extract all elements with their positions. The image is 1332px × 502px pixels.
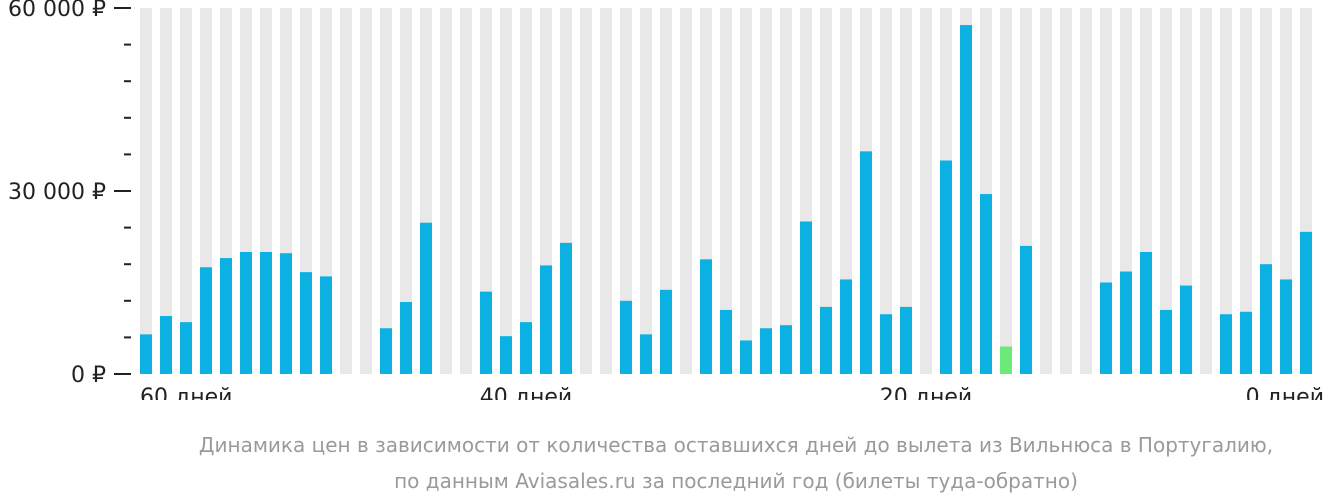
background-column (160, 8, 172, 374)
bar (1220, 314, 1232, 374)
chart-caption-line-1: Динамика цен в зависимости от количества… (198, 433, 1274, 457)
bar (1140, 252, 1152, 374)
background-column (1200, 8, 1212, 374)
background-column (1040, 8, 1052, 374)
bar (500, 336, 512, 374)
bar (520, 322, 532, 374)
background-column (920, 8, 932, 374)
bar (1160, 309, 1172, 374)
background-column (1080, 8, 1092, 374)
bar (1260, 264, 1272, 374)
bar (380, 328, 392, 374)
background-column (900, 8, 912, 374)
bar (700, 259, 712, 374)
x-tick-label: 60 дней (140, 385, 232, 400)
background-column (820, 8, 832, 374)
bar (140, 334, 152, 374)
bar (720, 309, 732, 374)
background-column (340, 8, 352, 374)
background-column (500, 8, 512, 374)
background-column (1000, 8, 1012, 374)
bar (820, 306, 832, 374)
x-axis: 60 дней 40 дней 20 дней 0 дней (140, 385, 1324, 400)
background-column (680, 8, 692, 374)
bar (300, 272, 312, 374)
bar (180, 322, 192, 374)
bar (280, 253, 292, 374)
background-column (720, 8, 732, 374)
chart-caption-line-2: по данным Aviasales.ru за последний год … (394, 469, 1078, 493)
background-column (660, 8, 672, 374)
bar (1120, 271, 1132, 374)
background-column (620, 8, 632, 374)
bar (420, 222, 432, 374)
background-column (440, 8, 452, 374)
bar (1300, 231, 1312, 374)
bar (880, 314, 892, 374)
y-axis: 0 ₽ 30 000 ₽ 60 000 ₽ (8, 0, 131, 388)
background-column (740, 8, 752, 374)
background-column (460, 8, 472, 374)
background-column (640, 8, 652, 374)
bar (780, 325, 792, 374)
bar (760, 328, 772, 374)
bar (1240, 311, 1252, 374)
x-tick-label: 40 дней (480, 385, 572, 400)
bar (860, 151, 872, 374)
background-column (600, 8, 612, 374)
bar (160, 316, 172, 374)
background-column (1220, 8, 1232, 374)
background-column (1180, 8, 1192, 374)
bar (660, 289, 672, 374)
x-tick-label: 0 дней (1246, 385, 1324, 400)
price-chart: 0 ₽ 30 000 ₽ 60 000 ₽ 60 дней 40 дней 20 дне… (8, 0, 1324, 400)
background-column (400, 8, 412, 374)
bar (480, 291, 492, 374)
background-column (780, 8, 792, 374)
bar (960, 25, 972, 375)
bar (560, 242, 572, 374)
bar (240, 252, 252, 374)
y-tick-label: 0 ₽ (71, 363, 106, 388)
y-tick-label: 30 000 ₽ (8, 180, 106, 205)
background-column (880, 8, 892, 374)
background-column (360, 8, 372, 374)
bar (1180, 285, 1192, 374)
bar (740, 340, 752, 374)
bar (980, 194, 992, 374)
bar (800, 221, 812, 374)
background-column (140, 8, 152, 374)
bar (1280, 279, 1292, 374)
price-bars (140, 25, 1312, 375)
background-column (1240, 8, 1252, 374)
background-column (380, 8, 392, 374)
bar (640, 334, 652, 374)
background-column (580, 8, 592, 374)
bar (200, 267, 212, 374)
bar (1020, 245, 1032, 374)
y-tick-label: 60 000 ₽ (8, 0, 106, 22)
background-column (1160, 8, 1172, 374)
bar (620, 300, 632, 374)
background-column (1060, 8, 1072, 374)
bar (220, 258, 232, 374)
bar (540, 265, 552, 374)
bar (940, 160, 952, 374)
x-tick-label: 20 дней (880, 385, 972, 400)
bar (400, 302, 412, 374)
bar (840, 279, 852, 374)
background-column (760, 8, 772, 374)
background-column (180, 8, 192, 374)
background-column (480, 8, 492, 374)
background-column (520, 8, 532, 374)
bar (1100, 282, 1112, 374)
bar (320, 276, 332, 374)
bar (260, 252, 272, 374)
bar-highlight (1000, 346, 1012, 374)
bar (900, 306, 912, 374)
